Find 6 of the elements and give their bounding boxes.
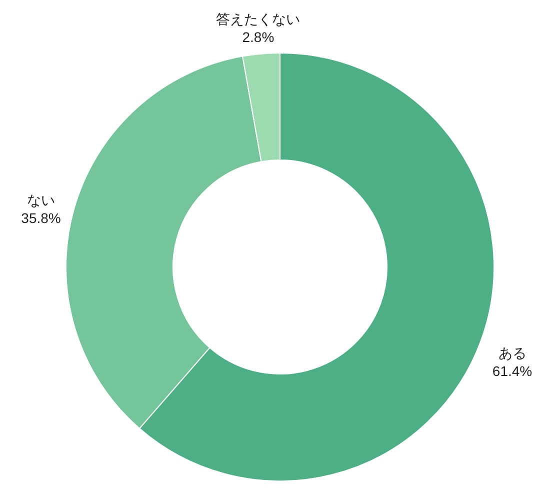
slice-label: ある xyxy=(498,344,526,361)
slice-label: ない xyxy=(26,192,55,208)
slice-label: 答えたくない xyxy=(216,10,300,27)
data-label: 61.4% xyxy=(492,362,532,379)
data-label: 35.8% xyxy=(21,210,61,226)
data-label: 2.8% xyxy=(242,28,274,45)
